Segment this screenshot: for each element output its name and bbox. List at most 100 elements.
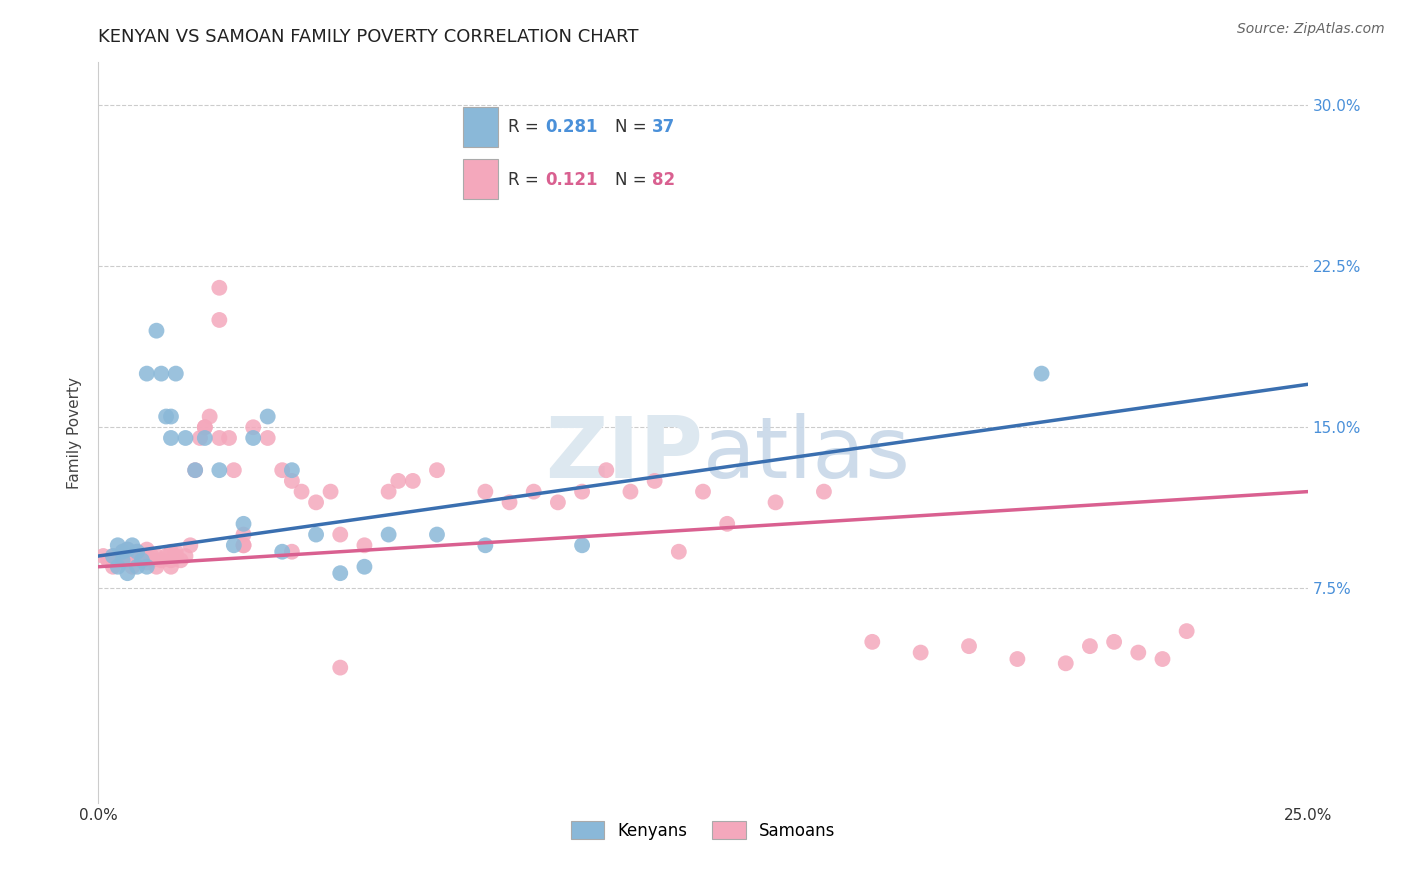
Point	[571, 484, 593, 499]
Point	[117, 553, 139, 567]
Point	[281, 474, 304, 488]
Point	[135, 367, 157, 381]
Point	[218, 431, 240, 445]
Point	[188, 431, 211, 445]
Point	[135, 549, 157, 563]
Point	[474, 538, 496, 552]
Point	[145, 559, 167, 574]
Point	[127, 545, 149, 559]
Point	[271, 463, 294, 477]
Point	[1007, 652, 1029, 666]
Text: Source: ZipAtlas.com: Source: ZipAtlas.com	[1237, 22, 1385, 37]
Point	[595, 463, 617, 477]
Point	[387, 474, 409, 488]
Point	[117, 542, 139, 557]
Point	[111, 549, 134, 563]
Point	[232, 538, 254, 552]
Point	[256, 409, 278, 424]
Point	[222, 538, 245, 552]
Point	[131, 553, 153, 567]
Point	[208, 431, 231, 445]
Point	[101, 549, 124, 563]
Point	[155, 549, 177, 563]
Point	[141, 549, 163, 563]
Point	[668, 545, 690, 559]
Point	[1128, 646, 1150, 660]
Point	[165, 549, 187, 563]
Point	[101, 559, 124, 574]
Point	[184, 463, 207, 477]
Point	[256, 431, 278, 445]
Point	[121, 559, 143, 574]
Point	[319, 484, 342, 499]
Y-axis label: Family Poverty: Family Poverty	[67, 376, 83, 489]
Point	[145, 324, 167, 338]
Point	[232, 527, 254, 541]
Point	[426, 527, 449, 541]
Point	[692, 484, 714, 499]
Point	[91, 549, 114, 563]
Point	[169, 553, 191, 567]
Point	[150, 367, 173, 381]
Point	[271, 545, 294, 559]
Text: ZIP: ZIP	[546, 413, 703, 496]
Point	[957, 639, 980, 653]
Point	[498, 495, 520, 509]
Point	[547, 495, 569, 509]
Point	[377, 527, 399, 541]
Point	[165, 367, 187, 381]
Point	[111, 545, 134, 559]
Point	[281, 463, 304, 477]
Point	[101, 549, 124, 563]
Point	[329, 660, 352, 674]
Point	[107, 538, 129, 552]
Point	[174, 549, 197, 563]
Point	[281, 545, 304, 559]
Point	[474, 484, 496, 499]
Point	[179, 538, 201, 552]
Point	[222, 463, 245, 477]
Point	[160, 409, 183, 424]
Point	[127, 549, 149, 563]
Point	[242, 431, 264, 445]
Point	[107, 559, 129, 574]
Point	[523, 484, 546, 499]
Point	[232, 538, 254, 552]
Point	[1054, 657, 1077, 671]
Point	[194, 420, 217, 434]
Point	[127, 545, 149, 559]
Point	[208, 281, 231, 295]
Point	[619, 484, 641, 499]
Point	[1152, 652, 1174, 666]
Point	[1031, 367, 1053, 381]
Point	[716, 516, 738, 531]
Point	[860, 635, 883, 649]
Point	[145, 549, 167, 563]
Point	[97, 553, 120, 567]
Point	[160, 553, 183, 567]
Point	[135, 559, 157, 574]
Point	[571, 538, 593, 552]
Point	[194, 431, 217, 445]
Point	[813, 484, 835, 499]
Point	[402, 474, 425, 488]
Point	[1175, 624, 1198, 639]
Point	[353, 559, 375, 574]
Point	[377, 484, 399, 499]
Point	[1078, 639, 1101, 653]
Point	[121, 538, 143, 552]
Point	[160, 559, 183, 574]
Point	[141, 553, 163, 567]
Point	[198, 409, 221, 424]
Point	[117, 566, 139, 581]
Point	[242, 420, 264, 434]
Point	[208, 313, 231, 327]
Point	[910, 646, 932, 660]
Point	[127, 559, 149, 574]
Point	[208, 463, 231, 477]
Point	[184, 463, 207, 477]
Point	[329, 566, 352, 581]
Point	[111, 553, 134, 567]
Point	[305, 495, 328, 509]
Point	[290, 484, 312, 499]
